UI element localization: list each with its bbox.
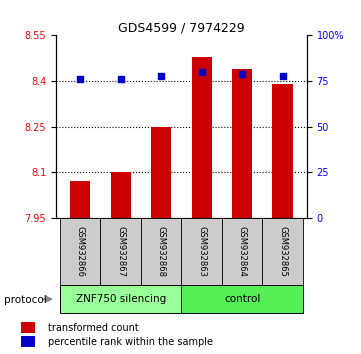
Bar	[182, 218, 222, 285]
Point	[77, 76, 83, 82]
Bar	[110, 172, 131, 218]
Bar	[273, 84, 293, 218]
Text: GSM932863: GSM932863	[197, 226, 206, 277]
Text: control: control	[224, 294, 260, 304]
Text: GSM932867: GSM932867	[116, 226, 125, 277]
Bar	[21, 336, 35, 347]
Text: GSM932864: GSM932864	[238, 226, 247, 277]
Bar	[141, 218, 182, 285]
Bar	[222, 218, 262, 285]
Text: GSM932866: GSM932866	[76, 226, 85, 277]
Point	[158, 73, 164, 78]
Text: percentile rank within the sample: percentile rank within the sample	[48, 337, 213, 347]
Point	[239, 71, 245, 76]
Text: GSM932868: GSM932868	[157, 226, 166, 277]
Bar	[262, 218, 303, 285]
Bar	[70, 181, 90, 218]
Text: GSM932865: GSM932865	[278, 226, 287, 277]
Bar	[60, 285, 182, 313]
Point	[199, 69, 205, 75]
Point	[118, 76, 123, 82]
Point	[280, 73, 286, 78]
Bar	[182, 285, 303, 313]
Title: GDS4599 / 7974229: GDS4599 / 7974229	[118, 21, 245, 34]
Text: protocol: protocol	[4, 295, 46, 305]
Text: transformed count: transformed count	[48, 322, 138, 332]
Bar	[60, 218, 100, 285]
Bar	[232, 69, 252, 218]
Bar	[151, 127, 171, 218]
Bar	[192, 57, 212, 218]
Text: ZNF750 silencing: ZNF750 silencing	[75, 294, 166, 304]
Bar	[21, 322, 35, 333]
Bar	[100, 218, 141, 285]
